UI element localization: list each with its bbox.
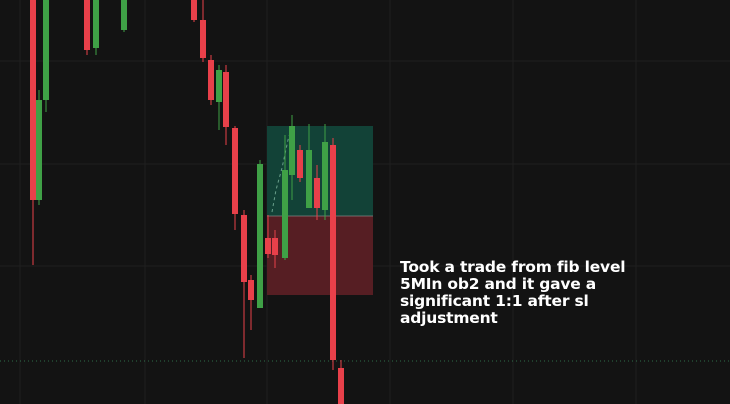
candle-body	[223, 72, 229, 127]
candle-bear	[232, 126, 238, 230]
candle-bear	[208, 55, 214, 105]
candle-body	[43, 0, 49, 100]
candle-bull	[36, 90, 42, 205]
candle-bear	[297, 145, 303, 182]
candle-bull	[121, 0, 127, 32]
candle-body	[121, 0, 127, 30]
candle-body	[314, 178, 320, 208]
candle-body	[272, 238, 278, 255]
candle-body	[297, 150, 303, 178]
candle-body	[330, 145, 336, 360]
candle-body	[322, 142, 328, 210]
candle-bear	[248, 275, 254, 330]
candle-bull	[282, 135, 288, 260]
trade-note-line: significant 1:1 after sl	[400, 292, 589, 310]
candle-body	[338, 368, 344, 404]
candle-bull	[216, 65, 222, 130]
candle-bear	[191, 0, 197, 22]
trade-note-line: adjustment	[400, 309, 498, 327]
candle-body	[216, 70, 222, 102]
candle-body	[265, 238, 271, 254]
candle-bull	[93, 0, 99, 55]
candle-bear	[30, 0, 36, 265]
candle-body	[93, 0, 99, 48]
candle-body	[36, 100, 42, 200]
candle-bear	[314, 165, 320, 220]
candle-body	[84, 0, 90, 50]
candle-body	[191, 0, 197, 20]
candle-body	[208, 60, 214, 100]
candle-bear	[223, 65, 229, 145]
candle-bear	[84, 0, 90, 55]
candle-body	[232, 128, 238, 214]
candle-bear	[265, 215, 271, 258]
candles	[30, 0, 344, 404]
candle-bear	[241, 210, 247, 358]
candle-body	[30, 0, 36, 200]
candle-body	[282, 170, 288, 258]
trade-note-line: 5MIn ob2 and it gave a	[400, 275, 597, 293]
candle-bear	[200, 0, 206, 62]
candle-bull	[322, 124, 328, 220]
candle-body	[200, 20, 206, 58]
candle-bear	[330, 138, 336, 370]
trade-note: Took a trade from fib level 5MIn ob2 and…	[400, 259, 670, 327]
candle-body	[289, 126, 295, 175]
candle-bull	[289, 115, 295, 200]
candle-bull	[43, 0, 49, 112]
trade-note-line: Took a trade from fib level	[400, 258, 626, 276]
candle-body	[241, 215, 247, 282]
candle-body	[248, 280, 254, 300]
candle-body	[257, 164, 263, 308]
candle-bear	[338, 360, 344, 404]
candle-bear	[272, 230, 278, 268]
candle-body	[306, 150, 312, 208]
candle-bull	[257, 160, 263, 308]
candle-bull	[306, 124, 312, 208]
